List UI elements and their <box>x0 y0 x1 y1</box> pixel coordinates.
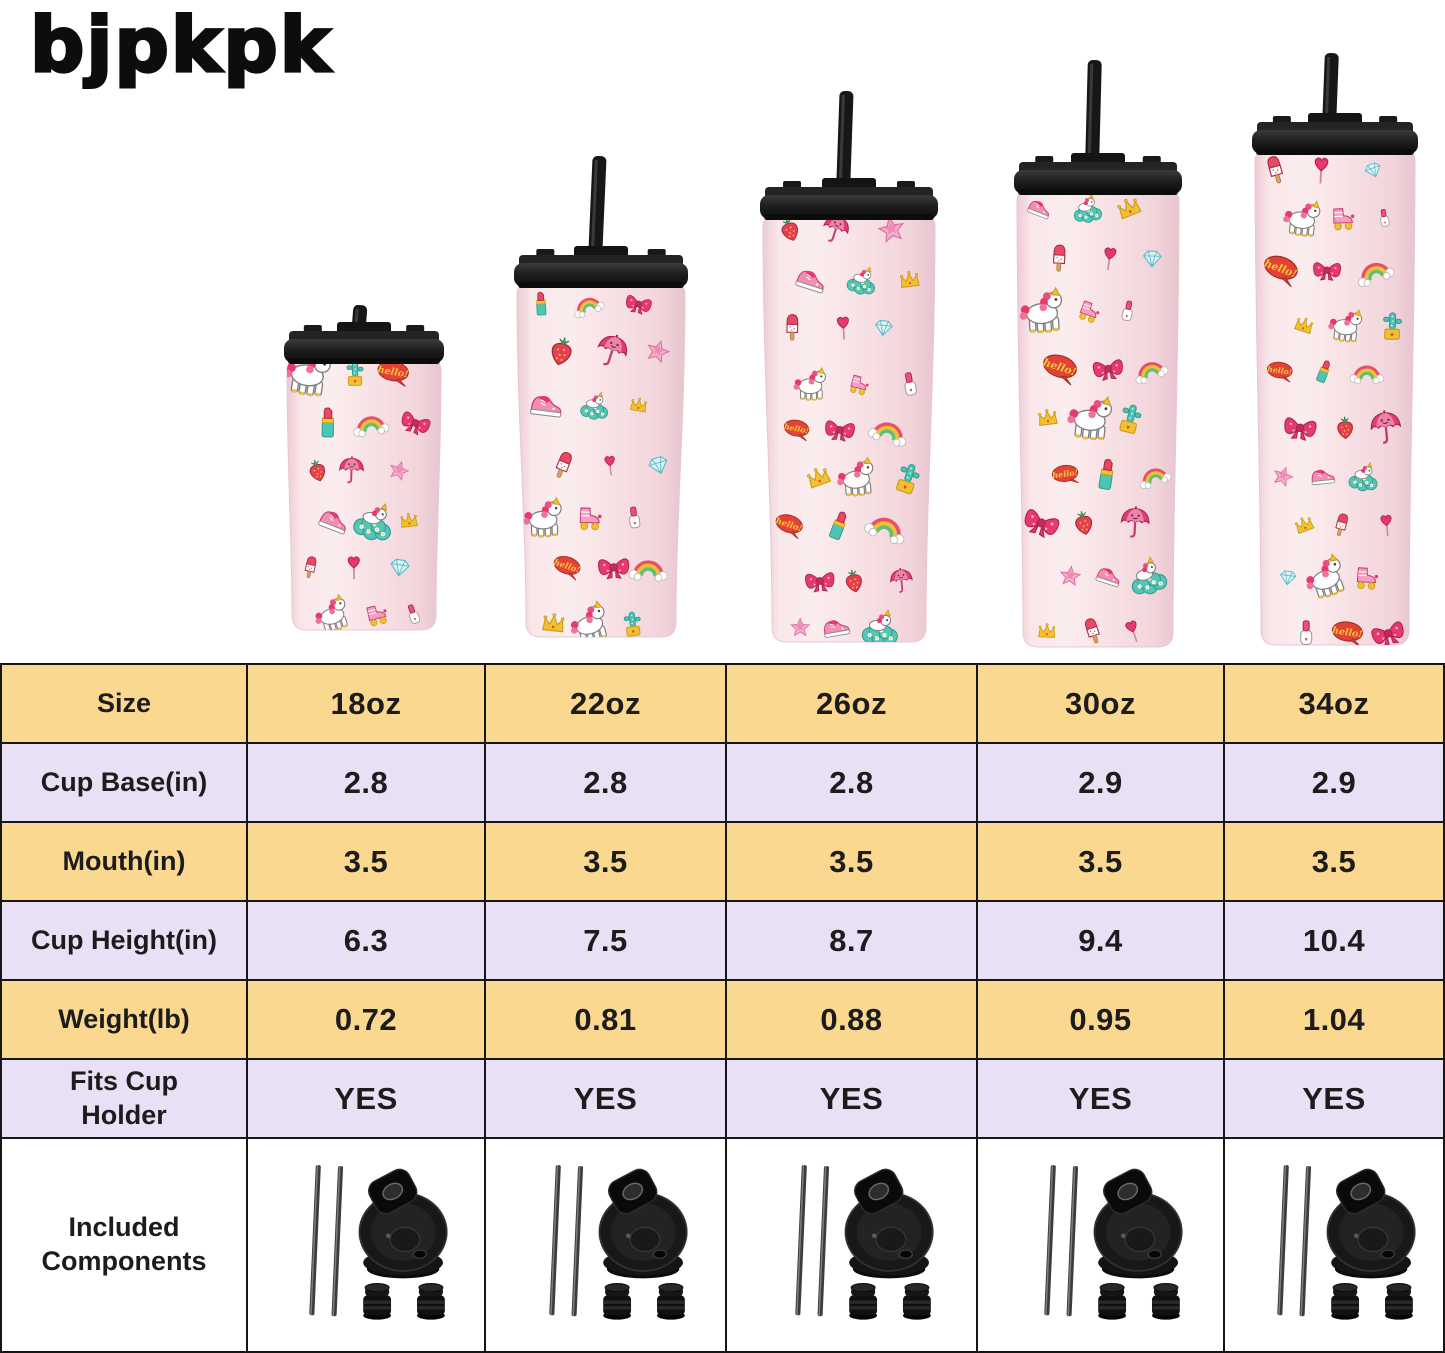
brand-logo: bjpkpk <box>28 0 333 91</box>
tumbler-22oz <box>514 156 688 638</box>
row-label-fits-cup-holder: Fits Cup Holder <box>2 1060 248 1139</box>
cell-holder-2: YES <box>486 1060 727 1139</box>
row-label-size: Size <box>2 665 248 744</box>
tumbler-lid-icon <box>1252 113 1418 155</box>
cell-holder-5: YES <box>1225 1060 1445 1139</box>
tumbler-lineup-image: hello! <box>284 52 1418 648</box>
spec-table: Size 18oz 22oz 26oz 30oz 34oz Cup Base(i… <box>0 663 1445 1353</box>
cell-base-1: 2.8 <box>248 744 486 823</box>
cell-mouth-5: 3.5 <box>1225 823 1445 902</box>
included-components-image <box>978 1139 1225 1353</box>
cell-weight-4: 0.95 <box>978 981 1225 1060</box>
straw-icon <box>836 90 854 198</box>
included-components-image <box>486 1139 727 1353</box>
tumbler-lid-icon <box>760 178 938 220</box>
cell-mouth-3: 3.5 <box>727 823 978 902</box>
included-components-image <box>1225 1139 1445 1353</box>
row-label-included-components: Included Components <box>2 1139 248 1353</box>
cell-weight-2: 0.81 <box>486 981 727 1060</box>
straw-icon <box>1322 52 1339 133</box>
cell-size-3: 26oz <box>727 665 978 744</box>
cell-mouth-2: 3.5 <box>486 823 727 902</box>
cell-height-2: 7.5 <box>486 902 727 981</box>
cell-holder-1: YES <box>248 1060 486 1139</box>
cell-holder-4: YES <box>978 1060 1225 1139</box>
cell-weight-5: 1.04 <box>1225 981 1445 1060</box>
row-label-cup-height: Cup Height(in) <box>2 902 248 981</box>
cell-base-4: 2.9 <box>978 744 1225 823</box>
tumbler-lid-icon <box>284 322 444 364</box>
tumbler-lid-icon <box>514 246 688 288</box>
cell-weight-1: 0.72 <box>248 981 486 1060</box>
cell-base-3: 2.8 <box>727 744 978 823</box>
cell-height-1: 6.3 <box>248 902 486 981</box>
cell-mouth-4: 3.5 <box>978 823 1225 902</box>
included-components-image <box>248 1139 486 1353</box>
cell-size-5: 34oz <box>1225 665 1445 744</box>
tumbler-18oz <box>284 304 444 631</box>
tumbler-26oz <box>760 90 938 643</box>
straw-icon <box>1085 59 1102 173</box>
straw-icon <box>588 156 607 266</box>
cell-holder-3: YES <box>727 1060 978 1139</box>
row-label-mouth: Mouth(in) <box>2 823 248 902</box>
row-label-cup-base: Cup Base(in) <box>2 744 248 823</box>
cell-height-4: 9.4 <box>978 902 1225 981</box>
cell-base-2: 2.8 <box>486 744 727 823</box>
tumbler-34oz <box>1252 52 1418 646</box>
cell-size-2: 22oz <box>486 665 727 744</box>
cell-size-4: 30oz <box>978 665 1225 744</box>
included-components-image <box>727 1139 978 1353</box>
cell-height-3: 8.7 <box>727 902 978 981</box>
cell-height-5: 10.4 <box>1225 902 1445 981</box>
cell-size-1: 18oz <box>248 665 486 744</box>
row-label-weight: Weight(lb) <box>2 981 248 1060</box>
cell-base-5: 2.9 <box>1225 744 1445 823</box>
cell-weight-3: 0.88 <box>727 981 978 1060</box>
cell-mouth-1: 3.5 <box>248 823 486 902</box>
tumbler-lid-icon <box>1014 153 1182 195</box>
tumbler-30oz <box>1014 59 1182 648</box>
